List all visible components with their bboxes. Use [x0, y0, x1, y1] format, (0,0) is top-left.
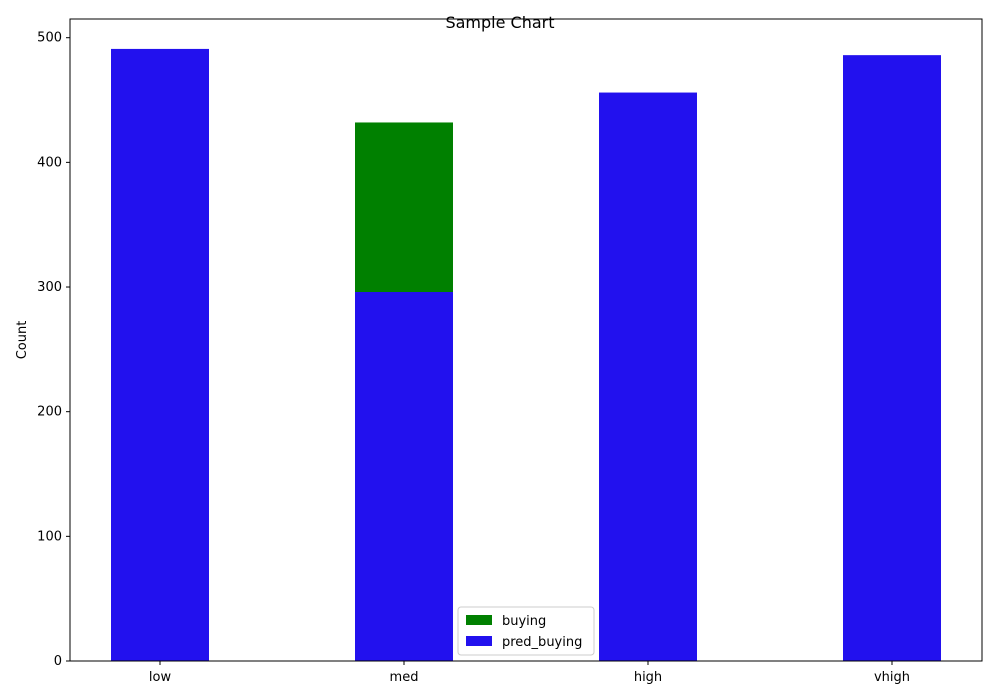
legend-label-pred_buying: pred_buying [502, 635, 582, 650]
x-tick-label: high [634, 670, 662, 685]
plot-frame [69, 18, 983, 662]
legend: buying pred_buying [457, 606, 595, 656]
y-axis-label: Count [15, 321, 30, 360]
legend-swatch-pred_buying [466, 636, 492, 646]
bar-pred_buying-low [111, 48, 209, 661]
y-tick-label: 500 [37, 31, 62, 46]
x-tick-label: med [390, 670, 419, 685]
bar-pred_buying-med [355, 292, 453, 661]
x-tick-label: low [149, 670, 172, 685]
plot-area [111, 48, 941, 662]
y-tick-label: 100 [37, 529, 62, 544]
y-tick-label: 300 [37, 280, 62, 295]
axes: low med high vhigh 0 100 200 300 400 500 [37, 31, 910, 685]
legend-label-buying: buying [502, 614, 546, 629]
chart-title: Sample Chart [445, 13, 554, 32]
legend-swatch-buying [466, 615, 492, 625]
y-tick-label: 0 [54, 654, 62, 669]
bar-pred_buying-high [599, 92, 697, 662]
bar-pred_buying-vhigh [843, 55, 941, 662]
x-tick-label: vhigh [874, 670, 910, 685]
y-tick-label: 200 [37, 405, 62, 420]
y-tick-label: 400 [37, 155, 62, 170]
